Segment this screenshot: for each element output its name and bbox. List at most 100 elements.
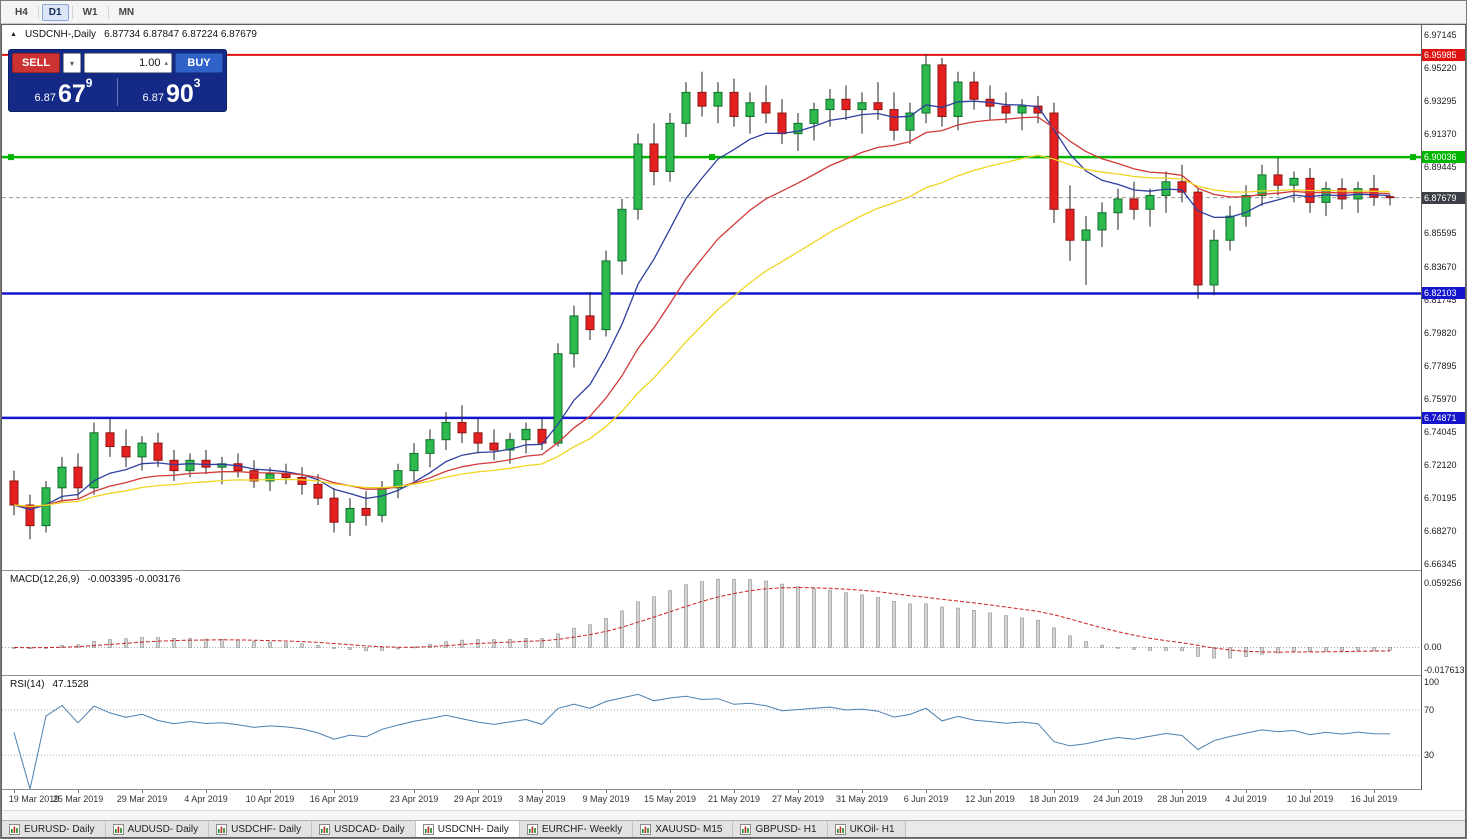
price-axis-label: 6.72120 <box>1424 460 1457 471</box>
date-axis-label: 9 May 2019 <box>582 794 630 804</box>
date-tick <box>606 790 607 793</box>
date-tick <box>78 790 79 793</box>
volume-value: 1.00 <box>139 57 161 69</box>
date-axis-label: 29 Mar 2019 <box>116 794 168 804</box>
chart-tab-bar: EURUSD- Daily AUDUSD- Daily USDCHF- Daily U… <box>2 820 1465 837</box>
rsi-canvas[interactable] <box>2 676 1421 789</box>
chart-tab-label: USDCNH- Daily <box>437 823 509 835</box>
toolbar-separator <box>71 5 73 19</box>
price-axis-label: 6.97145 <box>1424 29 1457 40</box>
buy-button[interactable]: BUY <box>175 53 223 73</box>
hline-price-badge: 6.82103 <box>1422 287 1465 300</box>
date-axis-label: 10 Apr 2019 <box>245 794 295 804</box>
chart-tab-label: AUDUSD- Daily <box>127 823 199 835</box>
chevron-down-icon: ▾ <box>69 58 74 68</box>
chart-symbol-period: USDCNH-,Daily <box>24 29 97 40</box>
rsi-indicator-panel[interactable]: RSI(14) 47.1528 <box>2 676 1421 789</box>
date-tick <box>862 790 863 793</box>
date-axis-label: 12 Jun 2019 <box>965 794 1015 804</box>
chart-tab-icon <box>9 823 20 835</box>
date-tick <box>734 790 735 793</box>
date-axis-label: 4 Jul 2019 <box>1225 794 1267 804</box>
date-axis-label: 18 Jun 2019 <box>1029 794 1079 804</box>
chart-tab-label: USDCHF- Daily <box>231 823 302 835</box>
chart-ohlc-values: 6.87734 6.87847 6.87224 6.87679 <box>104 29 257 40</box>
timeframe-button-d1[interactable]: D1 <box>41 3 69 21</box>
date-tick <box>1246 790 1247 793</box>
date-axis: 19 Mar 2019 25 Mar 2019 29 Mar 2019 4 Apr 2… <box>2 790 1421 810</box>
date-tick <box>478 790 479 793</box>
chart-tab-eurchf-[interactable]: EURCHF- Weekly <box>519 821 634 837</box>
price-chart-canvas[interactable] <box>2 25 1421 570</box>
panel-separator[interactable] <box>2 570 1465 571</box>
price-chart-panel[interactable]: ▲ USDCNH-,Daily 6.87734 6.87847 6.87224 … <box>2 25 1421 570</box>
date-axis-label: 10 Jul 2019 <box>1286 794 1334 804</box>
timeframe-button-w1[interactable]: W1 <box>82 6 98 18</box>
date-axis-label: 31 May 2019 <box>835 794 889 804</box>
date-tick <box>542 790 543 793</box>
chart-tab-label: UKOil- H1 <box>849 823 895 835</box>
price-axis-label: 6.74045 <box>1424 427 1457 438</box>
panel-separator <box>2 789 1465 790</box>
macd-axis-label: 0.059256 <box>1424 578 1462 588</box>
timeframe-toolbar: H4 D1 W1 MN <box>1 1 1466 24</box>
timeframe-button-h4[interactable]: H4 <box>15 6 28 18</box>
chart-tab-ukoil-[interactable]: UKOil- H1 <box>827 821 906 837</box>
rsi-label: RSI(14) 47.1528 <box>10 679 89 690</box>
chart-tab-icon <box>216 823 228 835</box>
hline-price-badge: 6.74871 <box>1422 411 1465 424</box>
chart-tab-usdcnh-[interactable]: USDCNH- Daily <box>415 821 520 837</box>
chevron-up-icon[interactable]: ▴ <box>164 60 168 67</box>
sell-button[interactable]: SELL <box>12 53 60 73</box>
macd-axis-label: -0.017613 <box>1424 665 1465 675</box>
one-click-trading-panel: SELL ▾ 1.00 ▴ BUY 6.87 67 9 <box>8 49 227 112</box>
collapse-panel-icon[interactable]: ▲ <box>10 31 17 38</box>
macd-label: MACD(12,26,9) -0.003395 -0.003176 <box>10 574 181 585</box>
date-axis-label: 23 Apr 2019 <box>389 794 439 804</box>
date-axis-label: 29 Apr 2019 <box>453 794 503 804</box>
timeframe-button-mn[interactable]: MN <box>118 6 135 18</box>
chart-window: ▲ USDCNH-,Daily 6.87734 6.87847 6.87224 … <box>1 24 1466 838</box>
date-axis-label: 28 Jun 2019 <box>1157 794 1207 804</box>
date-axis-label: 24 Jun 2019 <box>1093 794 1143 804</box>
price-axis-label: 6.89445 <box>1424 162 1457 173</box>
ask-price-display[interactable]: 6.87 90 3 <box>120 76 223 108</box>
rsi-axis-label: 30 <box>1424 750 1435 761</box>
volume-dropdown-button[interactable]: ▾ <box>63 53 81 73</box>
chart-tab-label: GBPUSD- H1 <box>755 823 817 835</box>
date-tick <box>142 790 143 793</box>
date-tick <box>990 790 991 793</box>
price-axis-label: 6.95220 <box>1424 62 1457 73</box>
bid-price-display[interactable]: 6.87 67 9 <box>12 76 115 108</box>
chart-tab-gbpusd-[interactable]: GBPUSD- H1 <box>733 821 828 837</box>
chart-tab-usdchf-[interactable]: USDCHF- Daily <box>209 821 313 837</box>
price-axis-label: 6.81745 <box>1424 294 1457 305</box>
chart-tab-xauusd-[interactable]: XAUUSD- M15 <box>633 821 734 837</box>
date-tick <box>270 790 271 793</box>
toolbar-separator <box>107 5 109 19</box>
macd-indicator-panel[interactable]: MACD(12,26,9) -0.003395 -0.003176 <box>2 571 1421 675</box>
chart-tab-eurusd-[interactable]: EURUSD- Daily <box>2 821 106 837</box>
panel-separator[interactable] <box>2 675 1465 676</box>
date-axis-label: 6 Jun 2019 <box>903 794 949 804</box>
ask-big-digits: 90 <box>165 80 194 108</box>
price-axis-label: 6.77895 <box>1424 360 1457 371</box>
chart-tab-icon <box>740 823 752 835</box>
volume-input[interactable]: 1.00 ▴ <box>84 53 172 73</box>
price-axis-label: 6.70195 <box>1424 493 1457 504</box>
date-axis-label: 25 Mar 2019 <box>52 794 104 804</box>
macd-canvas[interactable] <box>2 571 1421 675</box>
bid-big-digits: 67 <box>57 80 86 108</box>
hline-price-badge: 6.90036 <box>1422 151 1465 164</box>
price-axis-column: 6.971456.952206.932956.913706.894456.875… <box>1421 25 1465 790</box>
chart-tab-audusd-[interactable]: AUDUSD- Daily <box>105 821 210 837</box>
price-axis-label: 6.83670 <box>1424 261 1457 272</box>
chart-tab-usdcad-[interactable]: USDCAD- Daily <box>312 821 416 837</box>
chart-title: ▲ USDCNH-,Daily 6.87734 6.87847 6.87224 … <box>10 29 257 40</box>
rsi-axis-label: 70 <box>1424 704 1435 715</box>
horizontal-scrollbar[interactable] <box>2 810 1465 820</box>
date-axis-label: 4 Apr 2019 <box>184 794 228 804</box>
chart-tab-icon <box>319 823 331 835</box>
chart-tab-label: XAUUSD- M15 <box>655 823 723 835</box>
